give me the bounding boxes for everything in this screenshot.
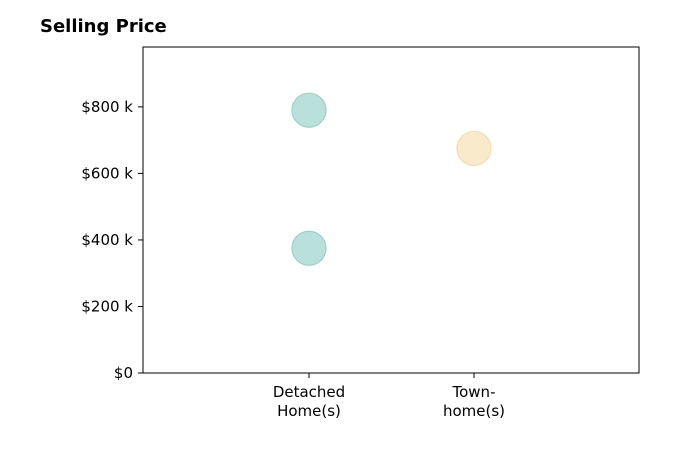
plot-area-frame [142, 46, 640, 374]
y-tick-label: $400 k [81, 231, 133, 249]
y-tick-label: $600 k [81, 164, 133, 182]
y-axis: $0 $200 k $400 k $600 k $800 k [81, 98, 143, 382]
y-tick-label: $200 k [81, 297, 133, 315]
data-point [291, 92, 327, 128]
x-tick-label: Detached [273, 383, 345, 401]
x-tick-label: Home(s) [277, 402, 341, 420]
data-point [456, 130, 492, 167]
data-points [291, 92, 492, 266]
y-tick-label: $800 k [81, 98, 133, 116]
y-tick-label: $0 [114, 364, 133, 382]
x-tick-label: home(s) [443, 402, 505, 420]
x-tick-label: Town- [452, 383, 496, 401]
data-point [291, 230, 327, 266]
chart-title: Selling Price [40, 16, 167, 37]
